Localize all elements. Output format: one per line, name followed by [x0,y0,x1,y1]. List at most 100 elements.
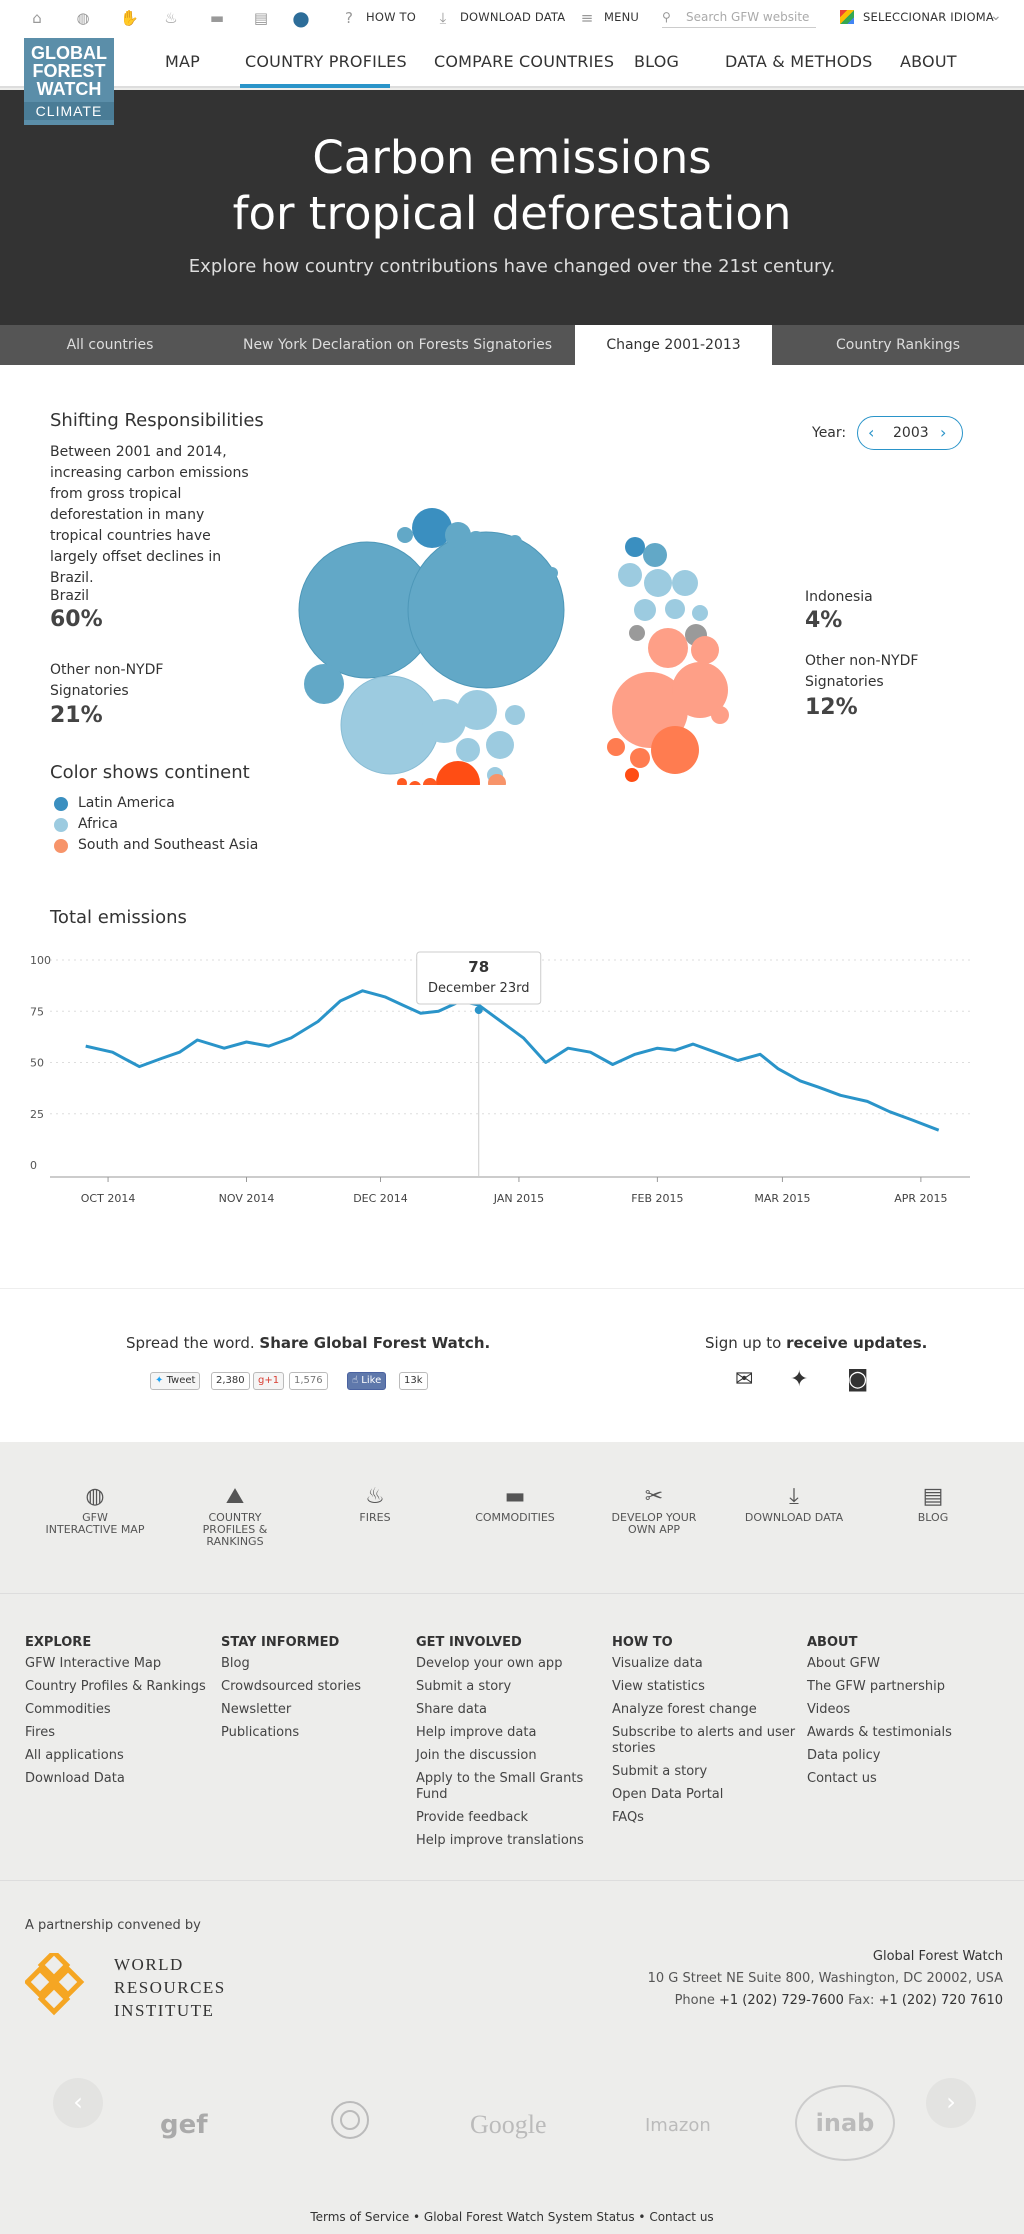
sponsor-google[interactable]: Google [470,2110,547,2139]
email-icon[interactable]: ✉ [735,1367,754,1392]
nav-country-profiles[interactable]: COUNTRY PROFILES [245,52,407,71]
twitter-icon[interactable]: ✦ [790,1367,809,1392]
tweet-button[interactable]: ✦ Tweet [150,1372,201,1390]
download-data-link[interactable]: DOWNLOAD DATA [460,10,566,24]
footer-app-download[interactable]: ⤓ DOWNLOAD DATA [744,1484,844,1524]
tweet-label: Tweet [166,1375,196,1386]
footer-link[interactable]: Submit a story [416,1679,512,1694]
footer-link[interactable]: View statistics [612,1679,705,1694]
footer-col-stay-informed: STAY INFORMED Blog Crowdsourced stories … [221,1635,411,1748]
footer-link[interactable]: Videos [807,1702,851,1717]
nav-data-methods[interactable]: DATA & METHODS [725,52,873,71]
footer-link[interactable]: Newsletter [221,1702,292,1717]
footer-link[interactable]: Provide feedback [416,1810,529,1825]
bubble [607,738,625,756]
language-select[interactable]: SELECCIONAR IDIOMA [863,10,994,24]
bubble [629,625,645,641]
footer-link[interactable]: Country Profiles & Rankings [25,1679,206,1694]
menu-link[interactable]: MENU [604,10,640,24]
hand-icon[interactable]: ✋ [120,9,139,27]
footer-link[interactable]: Develop your own app [416,1656,563,1671]
footer-link[interactable]: Share data [416,1702,487,1717]
wri-logo-mark[interactable] [25,1953,95,2023]
tab-change-2001-2013[interactable]: Change 2001-2013 [575,325,772,365]
footer-link[interactable]: Commodities [25,1702,111,1717]
footer-link[interactable]: Analyze forest change [612,1702,757,1717]
footer-link[interactable]: Publications [221,1725,300,1740]
sponsor-inab[interactable]: inab [795,2085,895,2161]
footer-app-develop[interactable]: ✂ DEVELOP YOUR OWN APP [604,1484,704,1536]
newspaper-icon[interactable]: ▤ [253,9,269,27]
footer-app-map[interactable]: ◍ GFW INTERACTIVE MAP [45,1484,145,1536]
footer-app-blog[interactable]: ▤ BLOG [883,1484,983,1524]
y-tick-label: 25 [30,1108,44,1121]
footer-app-fires[interactable]: ♨ FIRES [325,1484,425,1524]
footer-link[interactable]: Contact us [807,1771,877,1786]
footer-link[interactable]: Submit a story [612,1764,708,1779]
tweet-count: 2,380 [211,1372,250,1390]
carousel-prev-button[interactable]: ‹ [53,2078,103,2128]
footer-link[interactable]: Fires [25,1725,55,1740]
footer-link[interactable]: FAQs [612,1810,644,1825]
globe-icon[interactable]: ◍ [76,9,90,27]
phone-number[interactable]: +1 (202) 729-7600 [718,1993,844,2008]
year-selector[interactable]: ‹ 2003 › [857,416,963,450]
footer-link[interactable]: Data policy [807,1748,881,1763]
question-icon: ? [345,9,353,27]
footer-link[interactable]: Download Data [25,1771,125,1786]
nav-map[interactable]: MAP [165,52,200,71]
nav-compare-countries[interactable]: COMPARE COUNTRIES [434,52,615,71]
footer-link[interactable]: Apply to the Small Grants Fund [416,1771,584,1802]
fire-icon[interactable]: ♨ [164,9,178,27]
footer-app-label: DOWNLOAD DATA [744,1511,844,1524]
footer-link[interactable]: Blog [221,1656,250,1671]
how-to-link[interactable]: HOW TO [366,10,417,24]
chevron-right-icon[interactable]: › [940,423,947,442]
truck-icon[interactable]: ▬ [209,9,225,27]
footer-link[interactable]: Subscribe to alerts and user stories [612,1725,796,1756]
footer-col-how-to: HOW TO Visualize data View statistics An… [612,1635,802,1833]
carousel-next-button[interactable]: › [926,2078,976,2128]
footer-app-country[interactable]: ⛰ COUNTRY PROFILES & RANKINGS [185,1484,285,1548]
instagram-icon[interactable]: ◙ [847,1367,869,1392]
footer-link[interactable]: Visualize data [612,1656,703,1671]
bubble [407,531,565,689]
footer-link[interactable]: Open Data Portal [612,1787,724,1802]
sponsor-seal[interactable] [328,2096,372,2146]
like-button[interactable]: ☝ Like [347,1372,387,1390]
search-input[interactable]: ⚲ Search GFW website [662,8,816,28]
chevron-down-icon[interactable]: ⌄ [990,8,1002,24]
footer-link[interactable]: Help improve translations [416,1833,584,1848]
wri-wordmark[interactable]: WORLD RESOURCES INSTITUTE [114,1953,226,2022]
footer-link[interactable]: About GFW [807,1656,880,1671]
nav-blog[interactable]: BLOG [634,52,680,71]
footer-link[interactable]: Help improve data [416,1725,537,1740]
signup-text: Sign up to receive updates. [705,1334,927,1352]
tab-all-countries[interactable]: All countries [66,337,154,353]
footer-link[interactable]: Join the discussion [416,1748,537,1763]
receive-updates-link[interactable]: receive updates. [786,1334,928,1352]
bubble [672,662,728,718]
sponsor-gef[interactable]: gef [160,2110,208,2140]
tab-country-rankings[interactable]: Country Rankings [836,337,960,353]
footer-app-commodities[interactable]: ▬ COMMODITIES [465,1484,565,1524]
chevron-left-icon[interactable]: ‹ [868,423,875,442]
footer-link[interactable]: Crowdsourced stories [221,1679,362,1694]
footer-link[interactable]: Awards & testimonials [807,1725,952,1740]
bubble [508,535,522,549]
bottom-links[interactable]: Terms of Service • Global Forest Watch S… [310,2210,714,2224]
tab-nydf-signatories[interactable]: New York Declaration on Forests Signator… [242,337,553,353]
gfw-climate-logo[interactable]: GLOBAL FOREST WATCH CLIMATE [24,38,114,125]
gplus-button[interactable]: g+1 [253,1372,285,1390]
footer-link[interactable]: All applications [25,1748,124,1763]
footer-app-label: COUNTRY PROFILES & RANKINGS [202,1511,268,1548]
sponsor-imazon[interactable]: Imazon [645,2115,711,2136]
footer-link[interactable]: GFW Interactive Map [25,1656,162,1671]
footer-link[interactable]: The GFW partnership [807,1679,945,1694]
home-icon[interactable]: ⌂ [32,9,42,27]
nav-about[interactable]: ABOUT [900,52,957,71]
stat-value-other-left: 21% [50,703,103,728]
footer-col-title: GET INVOLVED [416,1635,522,1650]
section-title-shifting: Shifting Responsibilities [50,410,264,431]
climate-icon[interactable]: ● [292,6,310,30]
